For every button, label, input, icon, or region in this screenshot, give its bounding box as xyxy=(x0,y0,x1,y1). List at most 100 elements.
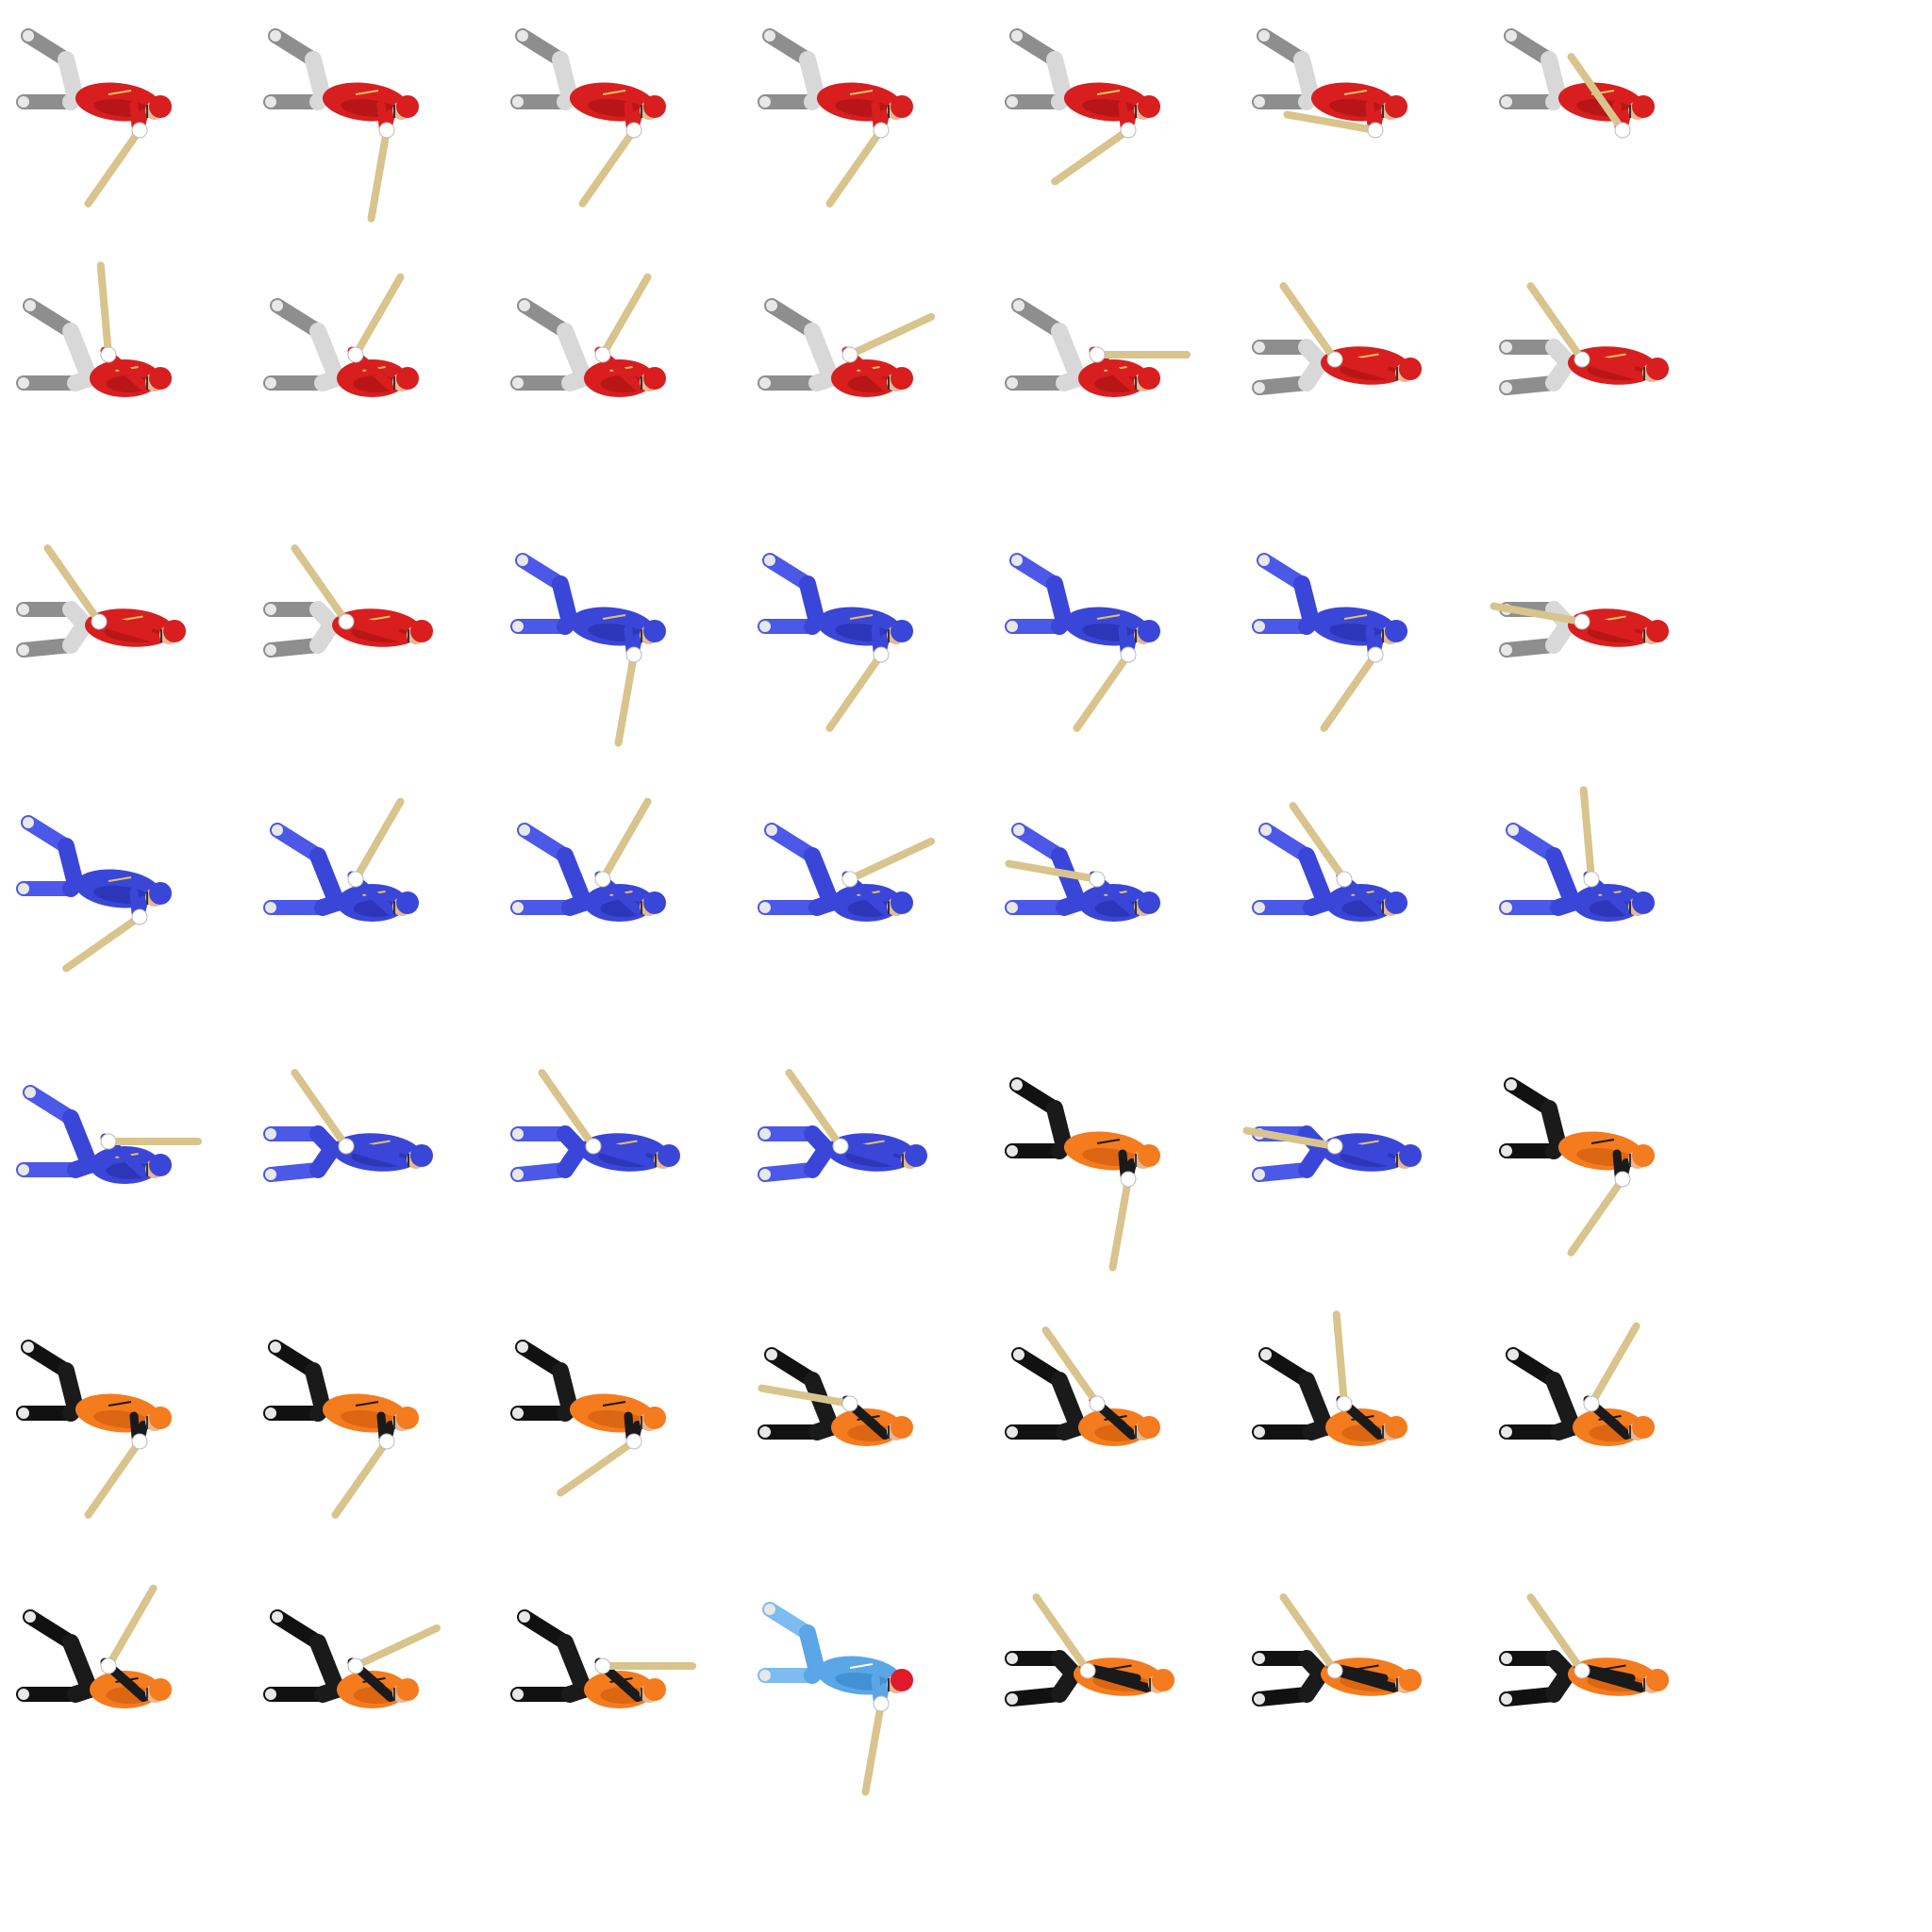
leg xyxy=(67,1681,98,1703)
shoe xyxy=(25,300,36,311)
leg xyxy=(561,1681,592,1703)
leg xyxy=(561,370,592,391)
sprite-frame xyxy=(510,1338,702,1545)
helmet xyxy=(1138,1416,1160,1439)
sprite-frame xyxy=(263,1069,455,1283)
batter-sprite xyxy=(263,797,419,922)
bat xyxy=(331,1438,391,1519)
sprite-frame xyxy=(1252,551,1443,758)
batter-sprite xyxy=(1252,553,1407,732)
bat xyxy=(1108,1175,1132,1272)
batter-sprite xyxy=(758,553,913,732)
jersey-trim xyxy=(1591,1139,1615,1144)
glove xyxy=(100,1133,117,1150)
bat xyxy=(1567,1175,1626,1257)
glove xyxy=(594,871,611,888)
shoe xyxy=(517,1341,528,1353)
batter-sprite xyxy=(1252,282,1422,395)
bat xyxy=(614,651,638,747)
jersey-trim xyxy=(1343,90,1368,95)
bat xyxy=(1332,1310,1348,1407)
leg xyxy=(808,370,840,391)
bat xyxy=(352,273,405,358)
bat xyxy=(1073,651,1132,732)
glove xyxy=(131,1433,148,1450)
sprite-frame xyxy=(1499,1593,1690,1807)
shoe xyxy=(1254,382,1265,393)
leg xyxy=(1545,354,1576,391)
bat xyxy=(291,544,350,625)
helmet xyxy=(396,367,419,390)
helmet xyxy=(1646,358,1669,380)
sprite-frame xyxy=(1499,1075,1690,1283)
leg xyxy=(62,616,93,654)
bat xyxy=(785,1069,844,1150)
glove xyxy=(1326,351,1343,368)
batter-sprite xyxy=(263,1609,441,1708)
leg xyxy=(67,1157,98,1178)
arm xyxy=(871,100,882,131)
glove xyxy=(100,346,117,363)
batter-sprite xyxy=(1490,601,1669,658)
sprite-frame xyxy=(1252,282,1443,496)
sprite-frame xyxy=(1005,1075,1196,1283)
sprite-frame xyxy=(510,797,702,1021)
sprite-frame xyxy=(758,551,949,758)
shoe xyxy=(18,604,29,615)
helmet xyxy=(891,620,913,642)
jersey-trim xyxy=(108,90,132,95)
glove xyxy=(841,871,858,888)
leg xyxy=(1303,1419,1334,1441)
glove xyxy=(873,646,890,663)
leg xyxy=(1545,616,1576,654)
shoe xyxy=(23,30,34,42)
batter-sprite xyxy=(758,1347,913,1446)
shoe xyxy=(270,30,281,42)
shoe xyxy=(1260,1349,1272,1360)
shoe xyxy=(1011,555,1023,566)
shoe xyxy=(1011,1079,1023,1091)
shoe xyxy=(764,555,775,566)
glove xyxy=(1336,871,1353,888)
helmet xyxy=(396,1407,419,1429)
helmet xyxy=(891,1416,913,1439)
helmet xyxy=(149,882,172,905)
jersey-trim xyxy=(1603,615,1626,622)
shoe xyxy=(1007,1693,1018,1705)
helmet xyxy=(396,95,419,118)
shoe xyxy=(1501,1693,1512,1705)
helmet xyxy=(1399,358,1422,380)
bat xyxy=(1051,126,1132,186)
shoe xyxy=(766,300,777,311)
leg xyxy=(808,894,840,916)
shoe xyxy=(270,1341,281,1353)
helmet xyxy=(1138,1144,1160,1167)
shoe xyxy=(1254,1653,1265,1664)
batter-sprite xyxy=(758,1069,927,1182)
jersey-trim xyxy=(849,1663,874,1669)
helmet xyxy=(1385,620,1407,642)
helmet xyxy=(643,1407,666,1429)
glove xyxy=(1583,1395,1600,1412)
arm xyxy=(129,1411,141,1442)
shoe xyxy=(1007,1653,1018,1664)
shoe xyxy=(512,1128,524,1140)
sprite-frame xyxy=(16,1075,208,1283)
glove xyxy=(347,871,364,888)
shoe xyxy=(1507,1349,1519,1360)
helmet xyxy=(149,1154,172,1176)
batter-sprite xyxy=(510,1609,696,1708)
jersey-trim xyxy=(602,614,626,620)
shoe xyxy=(272,824,283,836)
bat xyxy=(1279,282,1339,363)
bat xyxy=(291,1069,350,1150)
sprite-frame xyxy=(758,813,949,1021)
shoe xyxy=(18,644,29,656)
glove xyxy=(1120,122,1137,139)
shoe xyxy=(512,1169,524,1180)
batter-sprite xyxy=(16,1085,202,1184)
helmet xyxy=(1632,95,1655,118)
glove xyxy=(131,122,148,139)
shoe xyxy=(1260,824,1272,836)
shoe xyxy=(23,817,34,828)
